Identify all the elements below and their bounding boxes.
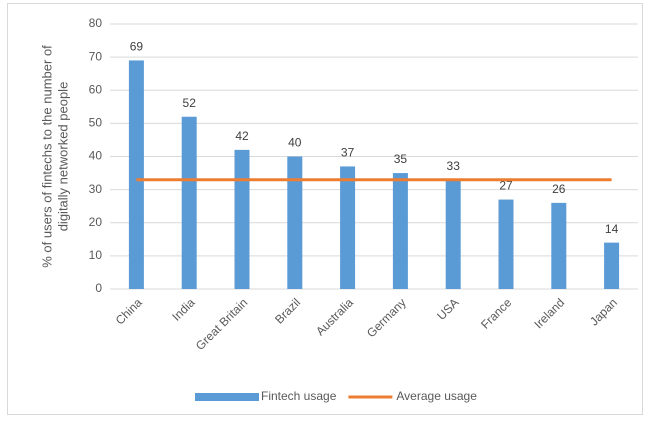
y-tick-label: 80 — [89, 16, 103, 30]
data-label: 14 — [605, 222, 619, 236]
y-tick-label: 50 — [89, 116, 103, 130]
y-tick-label: 0 — [95, 281, 102, 295]
bar — [234, 149, 250, 289]
chart-border — [7, 3, 643, 415]
data-label: 37 — [341, 146, 355, 160]
data-label: 27 — [499, 179, 513, 193]
data-label: 33 — [447, 159, 461, 173]
y-tick-label: 30 — [89, 182, 103, 196]
bar — [604, 242, 620, 289]
y-tick-label: 10 — [89, 248, 103, 262]
data-label: 40 — [288, 136, 302, 150]
y-tick-label: 40 — [89, 149, 103, 163]
data-label: 69 — [130, 40, 144, 54]
legend-label: Fintech usage — [261, 389, 337, 403]
bar — [445, 179, 461, 289]
bar — [287, 156, 303, 289]
data-label: 35 — [394, 152, 408, 166]
bar — [340, 166, 356, 289]
data-label: 26 — [552, 182, 566, 196]
data-label: 52 — [183, 96, 197, 110]
bar — [128, 60, 144, 289]
bar — [551, 202, 567, 289]
legend-label: Average usage — [396, 389, 477, 403]
y-tick-label: 60 — [89, 82, 103, 96]
y-tick-label: 70 — [89, 49, 103, 63]
bar — [392, 173, 408, 289]
bar — [498, 199, 514, 289]
y-tick-label: 20 — [89, 215, 103, 229]
bar — [181, 116, 197, 289]
data-label: 42 — [235, 129, 249, 143]
y-axis-label: digitally networked people — [55, 82, 70, 232]
y-axis-label: % of users of fintechs to the number of — [39, 45, 54, 268]
legend-swatch — [195, 393, 259, 401]
